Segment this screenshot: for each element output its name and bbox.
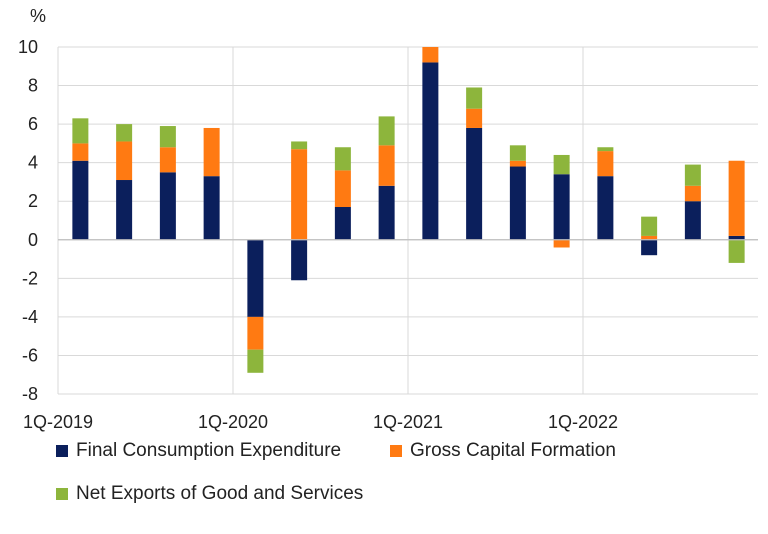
bar-segment-series-2 [728,160,745,236]
legend-label: Final Consumption Expenditure [76,440,341,461]
legend: Final Consumption Expenditure Gross Capit… [56,440,616,504]
bar-segment-series-3 [509,145,526,161]
y-tick-label: 0 [28,230,38,250]
bar-segment-series-3 [334,147,351,171]
bar-segment-series-1 [203,176,220,240]
bar-segment-series-2 [466,108,483,128]
y-tick-label: 2 [28,191,38,211]
y-unit-label: % [30,6,46,26]
legend-swatch [390,445,402,457]
y-tick-label: 10 [18,37,38,57]
bar-segment-series-2 [72,143,89,161]
bar-segment-series-1 [422,62,439,240]
x-tick-label: 1Q-2020 [198,412,268,432]
bar-segment-series-3 [553,154,570,175]
legend-swatch [56,445,68,457]
bar-segment-series-3 [728,239,745,263]
bar-segment-series-3 [247,349,264,373]
bar-segment-series-1 [728,235,745,240]
bar-segment-series-3 [72,118,89,144]
legend-item: Net Exports of Good and Services [56,483,363,504]
bar-segment-series-3 [116,124,133,142]
bar-segment-series-1 [378,185,395,240]
bar-segment-series-2 [291,149,308,240]
bar-segment-series-1 [684,201,701,240]
bar-segment-series-2 [684,185,701,202]
bar-segment-series-2 [116,141,133,181]
x-tick-label: 1Q-2022 [548,412,618,432]
bar-segment-series-3 [684,164,701,186]
legend-label: Net Exports of Good and Services [76,483,363,504]
bar-segment-series-2 [378,145,395,186]
bar-segment-series-2 [334,170,351,208]
bar-segment-series-1 [641,239,658,256]
y-tick-label: -2 [22,268,38,288]
bar-segment-series-2 [553,239,570,248]
bar-segment-series-2 [641,235,658,240]
bar-segment-series-3 [641,216,658,236]
y-tick-label: 6 [28,114,38,134]
bar-segment-series-1 [159,172,176,240]
legend-swatch [56,488,68,500]
bar-segment-series-3 [291,141,308,150]
bar-segment-series-1 [334,207,351,240]
bar-segment-series-2 [159,147,176,173]
x-tick-label: 1Q-2021 [373,412,443,432]
bar-segment-series-3 [597,147,614,152]
y-tick-label: 8 [28,76,38,96]
bars [72,47,745,373]
bar-segment-series-2 [422,47,439,63]
bar-segment-series-2 [247,316,264,350]
bar-segment-series-2 [509,160,526,167]
legend-item: Gross Capital Formation [390,440,616,461]
bar-segment-series-2 [597,151,614,177]
bar-segment-series-1 [247,239,264,317]
bar-segment-series-1 [466,127,483,240]
legend-label: Gross Capital Formation [410,440,616,461]
legend-item: Final Consumption Expenditure [56,440,341,461]
y-tick-label: 4 [28,153,38,173]
bar-segment-series-1 [116,180,133,240]
bar-segment-series-2 [203,127,220,177]
y-tick-label: -8 [22,384,38,404]
x-tick-label: 1Q-2019 [23,412,93,432]
bar-segment-series-1 [291,239,308,281]
bar-segment-series-3 [466,87,483,109]
bar-segment-series-3 [159,126,176,148]
bar-segment-series-1 [509,166,526,240]
bar-segment-series-1 [72,160,89,240]
bar-segment-series-1 [553,174,570,240]
bar-segment-series-1 [597,176,614,240]
axes: -8 -6 -4 -2 0 2 4 6 8 10 1Q-2019 1Q-2020 1Q-2021 1Q-2… [18,37,758,432]
bar-segment-series-3 [378,116,395,146]
y-tick-label: -6 [22,345,38,365]
y-tick-label: -4 [22,307,38,327]
